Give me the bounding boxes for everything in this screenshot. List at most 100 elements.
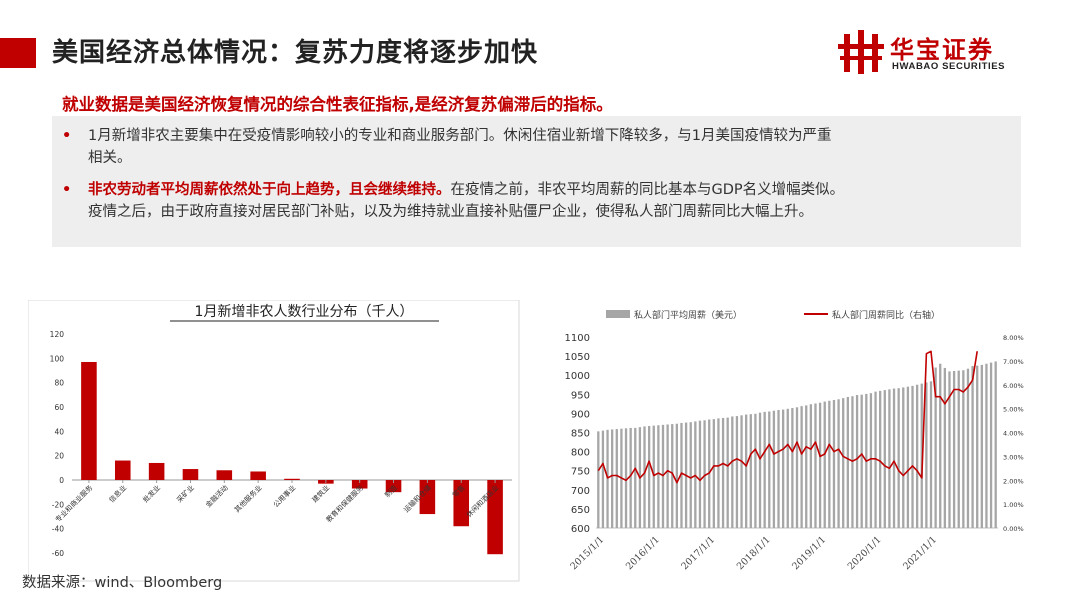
bar bbox=[740, 415, 743, 528]
bar bbox=[989, 362, 993, 528]
bullet-marker: • bbox=[62, 182, 72, 198]
bar bbox=[629, 427, 632, 528]
x-tick-label: 2020/1/1 bbox=[846, 534, 884, 572]
bar bbox=[754, 413, 757, 528]
x-tick-label: 2018/1/1 bbox=[735, 534, 773, 572]
bar bbox=[985, 363, 988, 528]
bar bbox=[148, 462, 165, 480]
bar bbox=[652, 425, 655, 528]
x-tick-label: 2021/1/1 bbox=[901, 534, 939, 572]
bar bbox=[805, 405, 808, 528]
data-source: 数据来源：wind、Bloomberg bbox=[22, 575, 223, 591]
bar bbox=[971, 366, 974, 528]
bar bbox=[182, 469, 199, 480]
bar bbox=[976, 365, 979, 528]
right-axis-tick-label: 5.00% bbox=[1003, 406, 1024, 414]
y-tick-label: 60 bbox=[54, 403, 64, 412]
right-axis-tick-label: 7.00% bbox=[1003, 358, 1024, 366]
bar bbox=[721, 417, 725, 528]
weekly-earnings-chart: 私人部门平均周薪（美元） 私人部门周薪同比（右轴） 600 650 700 750 800 8… bbox=[565, 309, 1024, 572]
bullet-text: 非农劳动者平均周薪依然处于向上趋势，且会继续维持。在疫情之前，非农平均周薪的同比… bbox=[88, 179, 1018, 223]
bar bbox=[855, 395, 859, 528]
bar bbox=[487, 480, 503, 555]
legend-swatch-bars bbox=[606, 310, 630, 318]
bar bbox=[745, 414, 748, 528]
bar bbox=[883, 390, 886, 528]
bar bbox=[851, 396, 854, 528]
bar bbox=[897, 388, 900, 528]
bar bbox=[906, 386, 910, 528]
left-axis-tick-label: 700 bbox=[571, 486, 590, 497]
bullet-text-line1: 在疫情之前，非农平均周薪的同比基本与GDP名义增幅类似。 bbox=[450, 182, 845, 198]
bar bbox=[419, 480, 436, 515]
bar bbox=[689, 422, 692, 528]
bar bbox=[731, 416, 734, 528]
bar bbox=[661, 424, 665, 528]
subtitle: 就业数据是美国经济恢复情况的综合性表征指标,是经济复苏偏滞后的指标。 bbox=[62, 95, 613, 114]
bullet-text-line1: 1月新增非农主要集中在受疫情影响较小的专业和商业服务部门。休闲住宿业新增下降较多… bbox=[88, 128, 832, 144]
page-title: 美国经济总体情况：复苏力度将逐步加快 bbox=[52, 38, 539, 68]
yoy-line bbox=[597, 350, 978, 484]
bar bbox=[888, 389, 891, 528]
bar bbox=[647, 426, 651, 528]
bar bbox=[749, 414, 752, 528]
chart-title: 1月新增非农人数行业分布（千人） bbox=[195, 304, 414, 320]
bar bbox=[952, 370, 956, 528]
logo-text-en: HWABAO SECURITIES bbox=[892, 61, 1006, 72]
bar bbox=[81, 361, 97, 480]
bar bbox=[717, 418, 720, 528]
y-tick-label: 0 bbox=[59, 476, 64, 485]
right-axis-tick-label: 1.00% bbox=[1003, 501, 1024, 509]
chart-frame bbox=[28, 300, 520, 582]
bar bbox=[860, 394, 863, 528]
bar bbox=[611, 429, 614, 528]
left-axis-tick-label: 650 bbox=[571, 505, 590, 516]
bar bbox=[726, 417, 729, 528]
bar bbox=[601, 430, 605, 528]
x-tick-label: 2016/1/1 bbox=[624, 534, 662, 572]
bar bbox=[837, 399, 840, 528]
bar bbox=[874, 391, 877, 528]
bar bbox=[966, 368, 970, 528]
bar bbox=[703, 420, 706, 528]
left-axis-tick-label: 750 bbox=[571, 467, 590, 478]
bar bbox=[777, 409, 780, 528]
bar bbox=[902, 387, 905, 528]
title-accent-bar bbox=[0, 38, 36, 68]
bullet-marker: • bbox=[62, 128, 72, 144]
bar bbox=[698, 420, 702, 528]
left-axis-tick-label: 900 bbox=[571, 409, 590, 420]
right-axis-tick-label: 0.00% bbox=[1003, 525, 1024, 533]
bar bbox=[980, 364, 983, 528]
bar bbox=[823, 401, 826, 528]
bar bbox=[791, 408, 794, 528]
bar bbox=[250, 471, 266, 480]
y-tick-label: -20 bbox=[52, 500, 64, 509]
bar bbox=[758, 412, 762, 528]
bar bbox=[597, 431, 600, 528]
legend-label-bars: 私人部门平均周薪（美元） bbox=[634, 309, 742, 321]
hwabao-logo-icon bbox=[838, 30, 884, 74]
bar bbox=[763, 411, 766, 528]
bar bbox=[920, 383, 923, 528]
bar bbox=[832, 400, 836, 528]
left-axis-tick-label: 600 bbox=[571, 524, 590, 535]
bar bbox=[915, 384, 919, 528]
bar bbox=[818, 402, 822, 528]
right-axis-tick-label: 2.00% bbox=[1003, 477, 1024, 485]
bar bbox=[772, 410, 776, 528]
bar bbox=[957, 370, 960, 528]
x-tick-label: 2017/1/1 bbox=[679, 534, 717, 572]
bar bbox=[994, 361, 997, 528]
bar bbox=[786, 408, 789, 528]
bar bbox=[634, 427, 637, 528]
bar bbox=[948, 371, 951, 528]
y-tick-label: -60 bbox=[52, 549, 64, 558]
x-tick-label: 2019/1/1 bbox=[790, 534, 828, 572]
bar bbox=[814, 403, 817, 528]
bar bbox=[846, 396, 849, 528]
bar bbox=[643, 426, 646, 528]
bar bbox=[869, 393, 873, 528]
bar bbox=[657, 425, 660, 528]
bar bbox=[828, 400, 831, 528]
